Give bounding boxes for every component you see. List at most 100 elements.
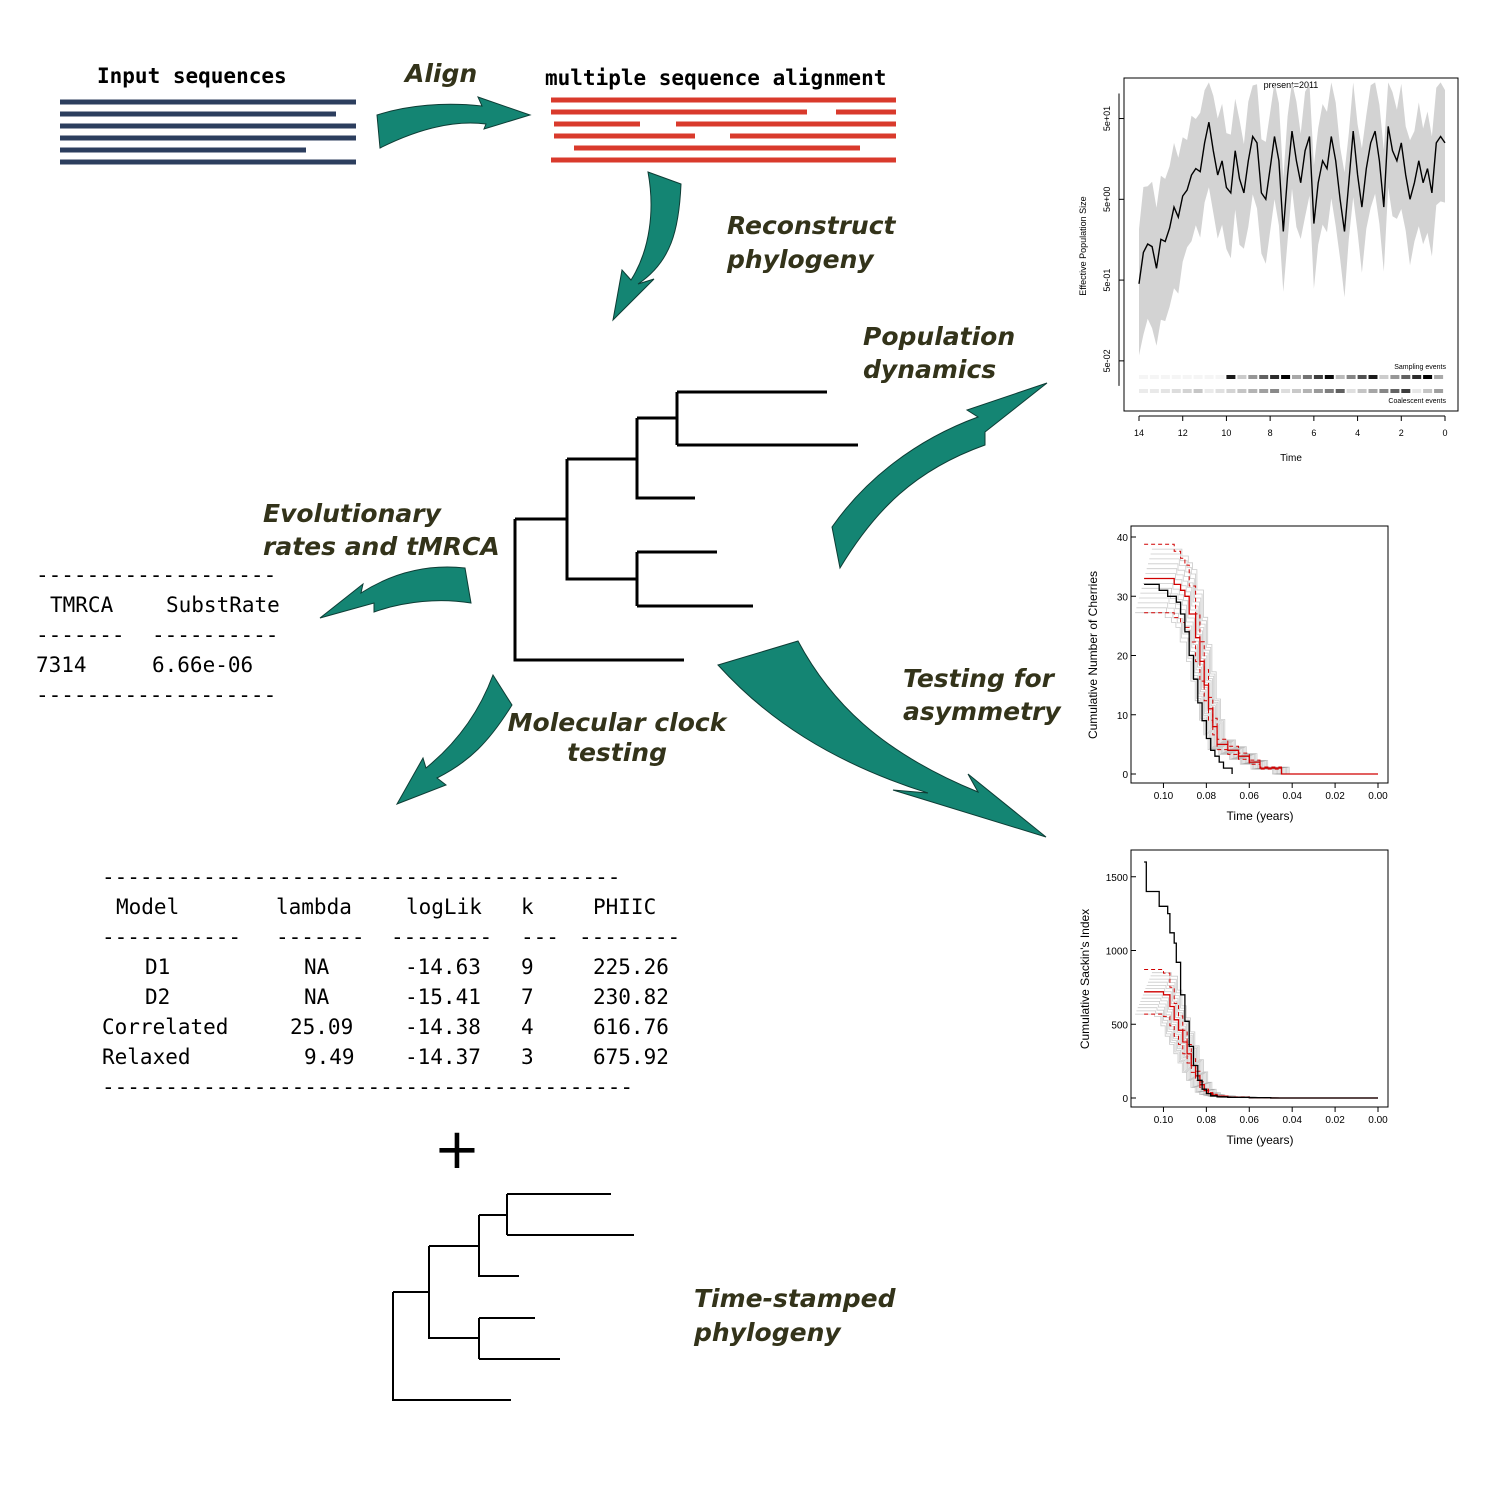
sampling-event-cell bbox=[1357, 375, 1367, 379]
x-tick-label: 12 bbox=[1178, 428, 1188, 438]
rates-table-rule-bottom: ------------------- bbox=[36, 683, 276, 707]
clock-table-sep: -------- bbox=[391, 925, 492, 949]
coalescent-event-cell bbox=[1248, 389, 1258, 393]
y-tick-label: 40 bbox=[1117, 533, 1129, 544]
asymmetry-label-line1: Testing for bbox=[903, 664, 1056, 693]
y-axis-label: Cumulative Sackin's Index bbox=[1078, 909, 1092, 1049]
sampling-event-cell bbox=[1160, 375, 1170, 379]
coalescent-event-cell bbox=[1401, 389, 1411, 393]
clock-table-cell-k: 9 bbox=[521, 955, 534, 979]
sampling-event-cell bbox=[1215, 375, 1225, 379]
align-label: Align bbox=[403, 59, 477, 88]
coalescent-event-cell bbox=[1193, 389, 1203, 393]
curved-arrow-icon bbox=[319, 566, 472, 619]
y-tick-label: 5e+00 bbox=[1102, 187, 1112, 212]
coalescent-event-cell bbox=[1390, 389, 1400, 393]
y-tick-label: 0 bbox=[1122, 1094, 1128, 1105]
y-tick-label: 1500 bbox=[1106, 873, 1129, 884]
clock-table-header-model: Model bbox=[116, 895, 179, 919]
x-tick-label: 2 bbox=[1399, 428, 1404, 438]
timestamped-label-line1: Time-stamped bbox=[694, 1284, 897, 1313]
sampling-event-cell bbox=[1335, 375, 1345, 379]
simulation-envelope-line bbox=[1144, 543, 1378, 775]
coalescent-event-cell bbox=[1237, 389, 1247, 393]
cherries-plot: Time (years) Cumulative Number of Cherri… bbox=[1086, 525, 1389, 823]
clock-table-cell-lambda: NA bbox=[304, 955, 330, 979]
rates-table-sep-2: ---------- bbox=[152, 623, 278, 647]
simulation-median-line bbox=[1144, 577, 1378, 775]
clock-model-table: ----------------------------------------… bbox=[102, 865, 680, 1099]
clock-table-cell-lambda: 9.49 bbox=[304, 1045, 355, 1069]
x-tick-label: 0 bbox=[1442, 428, 1447, 438]
x-tick-label: 0.02 bbox=[1325, 791, 1345, 802]
clock-table-cell-loglik: -14.37 bbox=[405, 1045, 481, 1069]
clock-table-cell-phiic: 225.26 bbox=[593, 955, 669, 979]
clock-table-cell-k: 3 bbox=[521, 1045, 534, 1069]
y-tick-label: 10 bbox=[1117, 711, 1129, 722]
evolutionary-rates-label-line1: Evolutionary bbox=[263, 499, 443, 528]
x-tick-label: 0.00 bbox=[1368, 791, 1388, 802]
median-popsize-line bbox=[1138, 122, 1446, 284]
x-tick-label: 0.02 bbox=[1325, 1115, 1345, 1126]
sampling-event-cell bbox=[1171, 375, 1181, 379]
annotation-coalescent: Coalescent events bbox=[1388, 398, 1446, 405]
sampling-event-cell bbox=[1346, 375, 1356, 379]
alignment-lines bbox=[551, 97, 896, 163]
coalescent-event-cell bbox=[1182, 389, 1192, 393]
coalescent-event-cell bbox=[1226, 389, 1236, 393]
timestamped-label-line2: phylogeny bbox=[693, 1318, 842, 1347]
sampling-event-cell bbox=[1313, 375, 1323, 379]
sampling-event-cell bbox=[1182, 375, 1192, 379]
clock-table-cell-k: 7 bbox=[521, 985, 534, 1009]
reconstruct-label-line2: phylogeny bbox=[726, 245, 875, 274]
clock-table-header-phiic: PHIIC bbox=[593, 895, 656, 919]
sampling-event-cell bbox=[1379, 375, 1389, 379]
coalescent-event-cell bbox=[1346, 389, 1356, 393]
rates-table-rule-top: ------------------- bbox=[36, 563, 276, 587]
rates-table-header-tmrca: TMRCA bbox=[50, 593, 114, 617]
sampling-event-cell bbox=[1193, 375, 1203, 379]
coalescent-event-cell bbox=[1139, 389, 1148, 393]
sampling-event-cell bbox=[1390, 375, 1400, 379]
x-tick-label: 6 bbox=[1311, 428, 1316, 438]
y-tick-label: 5e-01 bbox=[1102, 269, 1112, 292]
clock-table-sep: ----------- bbox=[102, 925, 241, 949]
sampling-event-cell bbox=[1226, 375, 1236, 379]
y-tick-label: 500 bbox=[1111, 1020, 1128, 1031]
population-size-plot: present=2011 Time Effective Population S… bbox=[1078, 77, 1459, 464]
simulation-envelope-line bbox=[1144, 612, 1378, 775]
asymmetry-label-line2: asymmetry bbox=[903, 697, 1062, 726]
curved-arrow-icon bbox=[395, 673, 513, 805]
x-tick-label: 0.06 bbox=[1240, 1115, 1260, 1126]
curved-arrow-icon bbox=[376, 96, 532, 149]
sampling-event-cell bbox=[1281, 375, 1291, 379]
simulated-curve bbox=[1151, 548, 1378, 775]
clock-table-cell-phiic: 230.82 bbox=[593, 985, 669, 1009]
x-tick-label: 0.00 bbox=[1368, 1115, 1388, 1126]
clock-table-cell-model: Relaxed bbox=[102, 1045, 191, 1069]
y-tick-label: 1000 bbox=[1106, 947, 1129, 958]
evolutionary-rates-label-line2: rates and tMRCA bbox=[263, 532, 500, 561]
sampling-event-cell bbox=[1259, 375, 1269, 379]
coalescent-event-cell bbox=[1423, 389, 1433, 393]
coalescent-event-cell bbox=[1171, 389, 1181, 393]
clock-table-cell-loglik: -14.63 bbox=[405, 955, 481, 979]
sampling-event-cell bbox=[1204, 375, 1214, 379]
x-tick-label: 8 bbox=[1268, 428, 1273, 438]
clock-table-sep: ------- bbox=[276, 925, 365, 949]
x-axis-label: Time (years) bbox=[1227, 1133, 1294, 1147]
population-dynamics-label-line2: dynamics bbox=[863, 355, 996, 384]
sampling-event-cell bbox=[1237, 375, 1247, 379]
sampling-event-cell bbox=[1423, 375, 1433, 379]
clock-table-cell-model: D2 bbox=[145, 985, 170, 1009]
sampling-event-cell bbox=[1324, 375, 1334, 379]
x-tick-label: 0.04 bbox=[1282, 1115, 1302, 1126]
reconstruct-label-line1: Reconstruct bbox=[727, 211, 897, 240]
population-dynamics-label-line1: Population bbox=[863, 322, 1015, 351]
curved-arrow-icon bbox=[717, 640, 1047, 838]
sampling-event-cell bbox=[1270, 375, 1280, 379]
clock-table-cell-model: Correlated bbox=[102, 1015, 228, 1039]
y-tick-label: 0 bbox=[1122, 770, 1128, 781]
sampling-event-cell bbox=[1149, 375, 1159, 379]
